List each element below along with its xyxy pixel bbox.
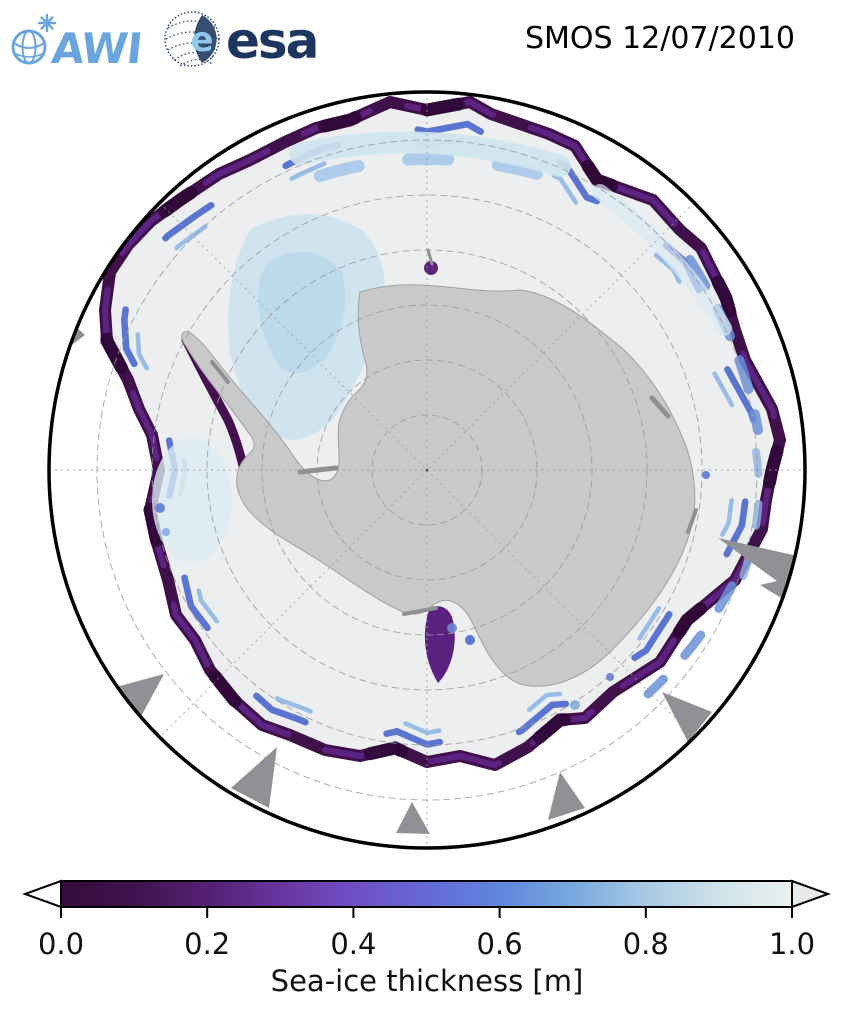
ice-fringe-pale xyxy=(289,131,732,336)
weddell-sea-ice xyxy=(152,214,386,562)
colorbar-tick-label: 0.4 xyxy=(330,927,376,961)
awi-star-icon xyxy=(37,13,57,33)
ice-fringe-blue xyxy=(124,124,763,747)
colorbar-axis-label: Sea-ice thickness [m] xyxy=(271,964,584,998)
colorbar-ticks xyxy=(60,907,793,918)
colorbar-tick-label: 0.2 xyxy=(184,927,230,961)
esa-logo: e esa xyxy=(164,11,319,70)
colorbar-tick-label: 0.8 xyxy=(623,927,669,961)
graticule xyxy=(49,92,805,848)
colorbar-tick-label: 0.6 xyxy=(477,927,523,961)
colorbar-over-arrow xyxy=(791,879,831,909)
south-pole-dot xyxy=(425,468,429,472)
colorbar-tick-label: 0.0 xyxy=(38,927,84,961)
colorbar-under-arrow xyxy=(22,879,62,909)
awi-wordmark: AWI xyxy=(49,24,144,72)
antarctica-sea-ice-map xyxy=(47,90,807,850)
map-boundary-circle xyxy=(47,90,807,850)
coastline-marks xyxy=(210,248,698,616)
edge-land-wedges xyxy=(66,318,805,834)
colorbar: 0.0 0.2 0.4 0.6 0.8 1.0 Sea-ice thicknes… xyxy=(22,879,831,998)
awi-logo: AWI xyxy=(11,13,144,72)
coastal-ice-specks xyxy=(155,261,710,710)
esa-wordmark: esa xyxy=(226,12,317,70)
colorbar-tick-label: 1.0 xyxy=(769,927,815,961)
esa-globe-letter: e xyxy=(190,20,213,60)
esa-globe-icon: e xyxy=(164,11,220,67)
ross-sea-thin-ice xyxy=(424,606,457,683)
figure-title: SMOS 12/07/2010 xyxy=(524,21,795,56)
awi-globe-icon xyxy=(11,29,47,65)
colorbar-gradient-bar xyxy=(60,880,793,908)
